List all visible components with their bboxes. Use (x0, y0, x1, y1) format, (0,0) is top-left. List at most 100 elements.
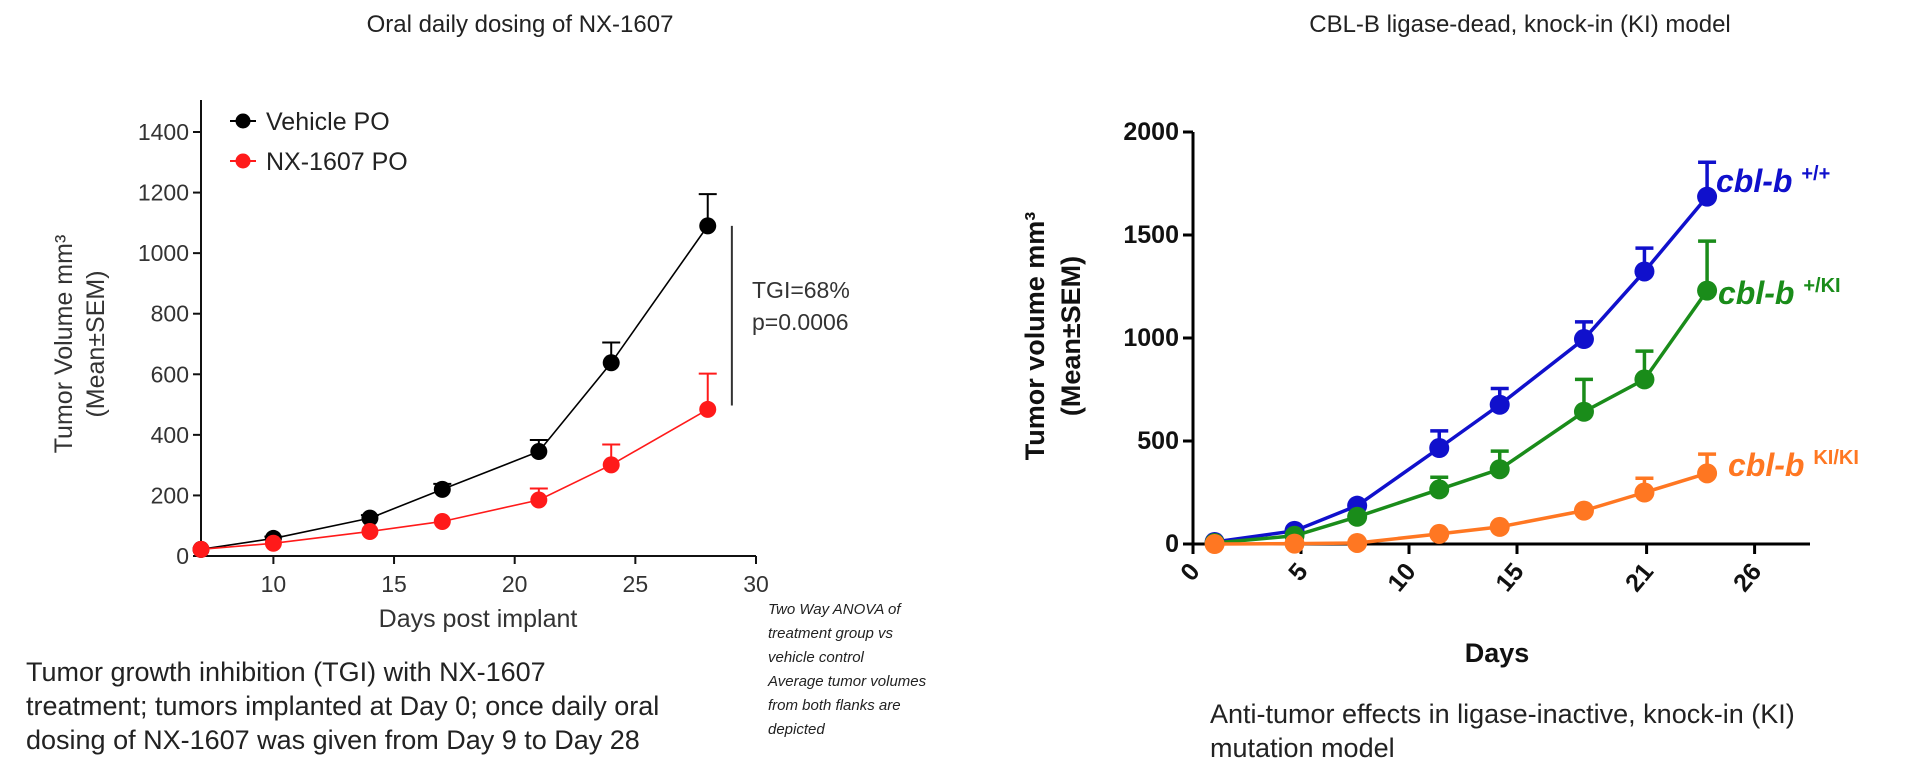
right-chart-title: CBL-B ligase-dead, knock-in (KI) model (1309, 11, 1731, 38)
series-0 (192, 193, 717, 558)
y-tick-label: 600 (151, 361, 189, 387)
statistics-note: Two Way ANOVA of treatment group vs vehi… (768, 598, 926, 742)
data-point (1489, 394, 1510, 415)
data-point (1573, 329, 1594, 350)
series-label-name: cbl-b (1716, 163, 1801, 199)
data-point (1634, 369, 1655, 390)
series-label-superscript: KI/KI (1813, 447, 1859, 469)
data-point (1634, 482, 1655, 503)
data-point (192, 540, 210, 558)
series-0 (1204, 160, 1718, 552)
y-tick-label: 1000 (1123, 324, 1179, 352)
left-caption-line: dosing of NX-1607 was given from Day 9 t… (26, 725, 640, 755)
x-tick-label: 15 (1490, 558, 1529, 597)
series-label: cbl-b +/+ (1716, 163, 1830, 199)
data-point (264, 534, 282, 552)
legend-label: Vehicle PO (266, 108, 390, 136)
x-tick-label: 15 (381, 571, 407, 597)
series-label: cbl-b +/KI (1718, 275, 1841, 311)
note-line: Two Way ANOVA of (768, 601, 901, 618)
data-point (1573, 500, 1594, 521)
left-chart-title: Oral daily dosing of NX-1607 (367, 11, 674, 38)
series-label: cbl-b KI/KI (1728, 447, 1859, 483)
series-1 (192, 372, 717, 558)
data-point (1489, 516, 1510, 537)
data-point (1489, 459, 1510, 480)
data-point (361, 522, 379, 540)
data-point (433, 480, 451, 498)
left-chart: Oral daily dosing of NX-1607 0 200 400 600 8… (50, 11, 850, 633)
data-point (1347, 506, 1368, 527)
data-point (1697, 280, 1718, 301)
right-caption: Anti-tumor effects in ligase-inactive, k… (1210, 697, 1795, 765)
series-line (1214, 471, 1708, 546)
legend-marker (235, 113, 251, 129)
series-label-name: cbl-b (1718, 275, 1803, 311)
data-point (1429, 438, 1450, 459)
data-point (699, 400, 717, 418)
left-y-label: Tumor Volume mm³ (50, 235, 78, 454)
data-point (1429, 523, 1450, 544)
x-tick-label: 5 (1283, 558, 1313, 587)
data-point (699, 217, 717, 235)
data-point (1573, 401, 1594, 422)
p-value-text: p=0.0006 (752, 309, 849, 335)
right-x-label: Days (1465, 638, 1530, 668)
data-point (1284, 533, 1305, 554)
right-caption-line: Anti-tumor effects in ligase-inactive, k… (1210, 699, 1795, 729)
right-caption-line: mutation model (1210, 733, 1395, 763)
data-point (530, 443, 548, 461)
series-1 (1204, 239, 1718, 553)
data-point (1347, 532, 1368, 553)
left-caption: Tumor growth inhibition (TGI) with NX-16… (26, 655, 659, 757)
series-2 (1204, 452, 1718, 554)
x-tick-label: 20 (502, 571, 528, 597)
y-tick-label: 1200 (138, 180, 189, 206)
series-line (200, 225, 709, 551)
data-point (530, 491, 548, 509)
note-line: depicted (768, 721, 825, 738)
left-caption-line: Tumor growth inhibition (TGI) with NX-16… (26, 657, 546, 687)
y-tick-label: 1000 (138, 240, 189, 266)
y-tick-label: 2000 (1123, 118, 1179, 146)
tgi-text: TGI=68% (752, 277, 850, 303)
data-point (602, 456, 620, 474)
note-line: treatment group vs (768, 625, 894, 642)
y-tick-label: 0 (1165, 530, 1179, 558)
right-y-label: Tumor volume mm³ (1020, 212, 1050, 461)
series-label-superscript: +/+ (1801, 163, 1830, 185)
y-tick-label: 500 (1137, 427, 1179, 455)
legend-label: NX-1607 PO (266, 148, 408, 176)
data-point (602, 354, 620, 372)
note-line: Average tumor volumes (768, 673, 927, 690)
series-line (1214, 289, 1709, 545)
y-tick-label: 800 (151, 301, 189, 327)
x-tick-label: 26 (1728, 558, 1767, 597)
data-point (1204, 534, 1225, 554)
series-label-name: cbl-b (1728, 447, 1813, 483)
left-caption-line: treatment; tumors implanted at Day 0; on… (26, 691, 660, 721)
data-point (433, 512, 451, 530)
y-tick-label: 0 (176, 543, 189, 569)
y-tick-label: 200 (151, 482, 189, 508)
x-tick-label: 30 (743, 571, 769, 597)
y-tick-label: 400 (151, 422, 189, 448)
x-tick-label: 25 (623, 571, 649, 597)
y-tick-label: 1400 (138, 119, 189, 145)
data-point (1697, 463, 1718, 484)
data-point (1429, 479, 1450, 500)
data-point (361, 509, 379, 527)
series-label-superscript: +/KI (1803, 275, 1840, 297)
left-y-label-2: (Mean±SEM) (82, 270, 110, 417)
legend-marker (235, 153, 251, 169)
series-line (1214, 195, 1709, 544)
right-chart: CBL-B ligase-dead, knock-in (KI) model 0… (1020, 11, 1859, 668)
x-tick-label: 0 (1175, 558, 1205, 587)
right-y-label-2: (Mean±SEM) (1056, 256, 1086, 416)
note-line: vehicle control (768, 649, 864, 666)
x-tick-label: 10 (261, 571, 287, 597)
data-point (1697, 186, 1718, 207)
x-tick-label: 10 (1382, 558, 1421, 597)
